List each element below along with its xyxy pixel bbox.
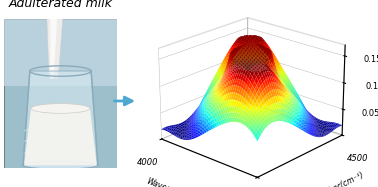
Ellipse shape [31, 104, 90, 113]
Polygon shape [23, 71, 98, 165]
Ellipse shape [23, 162, 98, 169]
Polygon shape [50, 19, 57, 79]
Y-axis label: Wavenumber(cm⁻¹): Wavenumber(cm⁻¹) [294, 170, 366, 187]
X-axis label: Wavenumber(cm⁻¹): Wavenumber(cm⁻¹) [145, 177, 219, 187]
Polygon shape [47, 19, 63, 79]
Text: Adulterated milk: Adulterated milk [8, 0, 113, 10]
Polygon shape [24, 108, 97, 165]
Bar [4, 19, 117, 86]
